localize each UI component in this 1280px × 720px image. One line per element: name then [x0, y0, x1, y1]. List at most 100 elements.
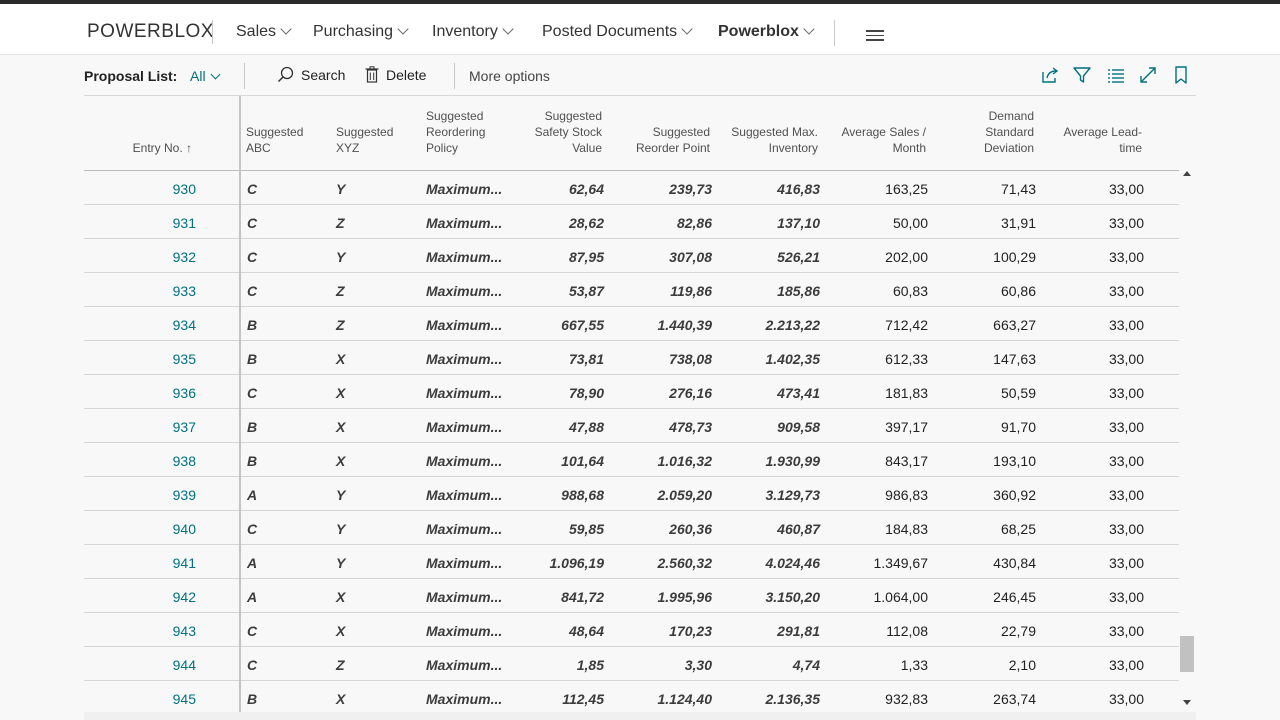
entry-no-link[interactable]: 944 — [172, 657, 196, 673]
chevron-down-icon — [210, 69, 221, 80]
nav-purchasing[interactable]: Purchasing — [313, 23, 409, 41]
table-row[interactable]: 943 C X Maximum... 48,64 170,23 291,81 112,08 22… — [84, 613, 1179, 647]
scrollbar-thumb[interactable] — [1180, 636, 1194, 672]
entry-no-link[interactable]: 939 — [172, 487, 196, 503]
table-row[interactable]: 940 C Y Maximum... 59,85 260,36 460,87 184,83 68… — [84, 511, 1179, 545]
entry-no-link[interactable]: 930 — [172, 181, 196, 197]
demand-std-dev-cell: 263,74 — [993, 691, 1036, 707]
table-row[interactable]: 939 A Y Maximum... 988,68 2.059,20 3.129,73 986… — [84, 477, 1179, 511]
max-inventory-cell: 1.930,99 — [765, 453, 821, 469]
abc-class-cell: A — [247, 555, 258, 571]
header-average-lead-time[interactable]: Average Lead-time — [1063, 125, 1142, 155]
demand-std-dev-cell: 360,92 — [993, 487, 1036, 503]
table-row[interactable]: 935 B X Maximum... 73,81 738,08 1.402,35 612,33… — [84, 341, 1179, 375]
average-sales-cell: 202,00 — [885, 249, 928, 265]
table-row[interactable]: 931 C Z Maximum... 28,62 82,86 137,10 50,00 31,9… — [84, 205, 1179, 239]
entry-no-link[interactable]: 933 — [172, 283, 196, 299]
company-name[interactable]: POWERBLOX — [87, 21, 214, 42]
table-row[interactable]: 934 B Z Maximum... 667,55 1.440,39 2.213,22 712… — [84, 307, 1179, 341]
vertical-scrollbar[interactable] — [1180, 171, 1194, 712]
page-title: Proposal List: — [84, 68, 178, 84]
header-reordering-policy[interactable]: Suggested Reordering Policy — [426, 109, 486, 155]
chevron-down-icon — [397, 23, 409, 35]
header-suggested-xyz[interactable]: Suggested XYZ — [336, 125, 394, 155]
hamburger-menu-icon[interactable] — [866, 30, 884, 42]
nav-powerblox[interactable]: Powerblox — [718, 23, 815, 41]
filter-icon[interactable] — [1072, 65, 1092, 85]
reordering-policy-cell: Maximum... — [426, 487, 503, 503]
table-row[interactable]: 937 B X Maximum... 47,88 478,73 909,58 397,17 91… — [84, 409, 1179, 443]
share-icon[interactable] — [1040, 65, 1060, 85]
scroll-down-arrow-icon[interactable] — [1183, 700, 1191, 705]
average-sales-cell: 1.064,00 — [873, 589, 929, 605]
table-row[interactable]: 930 C Y Maximum... 62,64 239,73 416,83 163,25 71… — [84, 171, 1179, 205]
view-filter-dropdown[interactable]: All — [190, 68, 221, 84]
xyz-class-cell: X — [336, 623, 346, 639]
entry-no-link[interactable]: 937 — [172, 419, 196, 435]
header-max-inventory[interactable]: Suggested Max. Inventory — [731, 125, 818, 155]
chevron-down-icon — [681, 23, 693, 35]
safety-stock-cell: 841,72 — [561, 589, 604, 605]
xyz-class-cell: Y — [336, 487, 346, 503]
max-inventory-cell: 526,21 — [777, 249, 820, 265]
bookmark-icon[interactable] — [1171, 65, 1191, 85]
xyz-class-cell: Y — [336, 555, 346, 571]
demand-std-dev-cell: 31,91 — [1000, 215, 1036, 231]
expand-icon[interactable] — [1138, 65, 1158, 85]
reorder-point-cell: 307,08 — [669, 249, 712, 265]
header-suggested-abc[interactable]: Suggested ABC — [246, 125, 304, 155]
entry-no-link[interactable]: 943 — [172, 623, 196, 639]
nav-sales[interactable]: Sales — [236, 23, 292, 41]
table-row[interactable]: 942 A X Maximum... 841,72 1.995,96 3.150,20 1.0… — [84, 579, 1179, 613]
entry-no-link[interactable]: 932 — [172, 249, 196, 265]
scroll-up-arrow-icon[interactable] — [1183, 171, 1191, 176]
header-demand-std-dev[interactable]: Demand Standard Deviation — [983, 109, 1034, 155]
entry-no-link[interactable]: 934 — [172, 317, 196, 333]
nav-inventory[interactable]: Inventory — [432, 23, 514, 41]
header-reorder-point[interactable]: Suggested Reorder Point — [635, 125, 710, 155]
table-row[interactable]: 945 B X Maximum... 112,45 1.124,40 2.136,35 932… — [84, 681, 1179, 712]
more-options-button[interactable]: More options — [469, 68, 550, 84]
search-button[interactable]: Search — [277, 66, 345, 83]
entry-no-link[interactable]: 942 — [172, 589, 196, 605]
entry-no-link[interactable]: 936 — [172, 385, 196, 401]
delete-label: Delete — [386, 66, 427, 83]
table-row[interactable]: 944 C Z Maximum... 1,85 3,30 4,74 1,33 2,10 33,00 — [84, 647, 1179, 681]
entry-no-link[interactable]: 931 — [172, 215, 196, 231]
abc-class-cell: B — [247, 419, 258, 435]
max-inventory-cell: 460,87 — [777, 521, 820, 537]
xyz-class-cell: X — [336, 589, 346, 605]
search-icon — [277, 66, 294, 83]
header-safety-stock[interactable]: Suggested Safety Stock Value — [534, 109, 602, 155]
table-header: Entry No. ↑ Suggested ABC Suggested XYZ Su… — [84, 96, 1196, 171]
reordering-policy-cell: Maximum... — [426, 385, 503, 401]
frozen-column-divider — [239, 96, 241, 712]
table-row[interactable]: 938 B X Maximum... 101,64 1.016,32 1.930,99 843… — [84, 443, 1179, 477]
entry-no-link[interactable]: 938 — [172, 453, 196, 469]
safety-stock-cell: 53,87 — [568, 283, 604, 299]
abc-class-cell: C — [247, 249, 258, 265]
table-row[interactable]: 941 A Y Maximum... 1.096,19 2.560,32 4.024,46 1… — [84, 545, 1179, 579]
entry-no-link[interactable]: 945 — [172, 691, 196, 707]
entry-no-link[interactable]: 935 — [172, 351, 196, 367]
entry-no-link[interactable]: 941 — [172, 555, 196, 571]
delete-button[interactable]: Delete — [365, 66, 426, 83]
reorder-point-cell: 1.440,39 — [657, 317, 713, 333]
table-row[interactable]: 933 C Z Maximum... 53,87 119,86 185,86 60,83 60,… — [84, 273, 1179, 307]
table-row[interactable]: 932 C Y Maximum... 87,95 307,08 526,21 202,00 10… — [84, 239, 1179, 273]
nav-label: Inventory — [432, 23, 498, 40]
chevron-down-icon — [803, 23, 815, 35]
entry-no-link[interactable]: 940 — [172, 521, 196, 537]
list-view-icon[interactable] — [1106, 65, 1126, 85]
safety-stock-cell: 112,45 — [562, 691, 604, 707]
xyz-class-cell: Z — [336, 215, 345, 231]
average-sales-cell: 60,83 — [892, 283, 928, 299]
horizontal-scrollbar[interactable] — [84, 712, 1196, 720]
header-average-sales[interactable]: Average Sales / Month — [841, 125, 927, 155]
nav-posted-documents[interactable]: Posted Documents — [542, 23, 693, 41]
lead-time-cell: 33,00 — [1108, 657, 1144, 673]
safety-stock-cell: 59,85 — [568, 521, 604, 537]
average-sales-cell: 843,17 — [885, 453, 928, 469]
header-entry-no[interactable]: Entry No. ↑ — [132, 141, 192, 155]
table-row[interactable]: 936 C X Maximum... 78,90 276,16 473,41 181,83 50… — [84, 375, 1179, 409]
